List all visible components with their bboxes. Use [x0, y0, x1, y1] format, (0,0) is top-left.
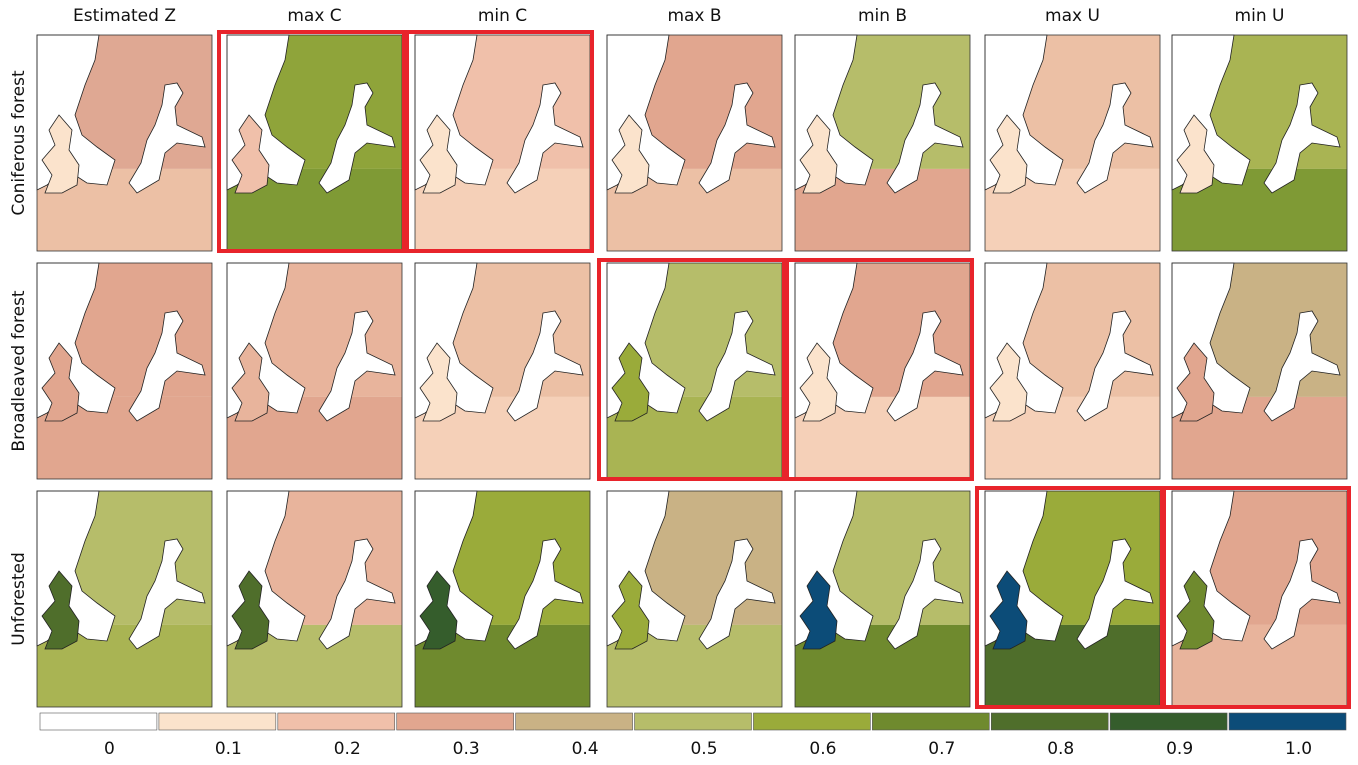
legend-swatch — [278, 713, 395, 730]
column-header: min C — [478, 6, 527, 26]
map-panel — [795, 35, 970, 251]
legend-label: 0.2 — [334, 739, 361, 759]
column-header: max B — [667, 6, 721, 26]
legend-swatch — [991, 713, 1108, 730]
legend-swatch — [1110, 713, 1227, 730]
map-panel — [219, 32, 404, 251]
map-panel — [1164, 488, 1349, 707]
legend-label: 0.3 — [453, 739, 480, 759]
row-label: Coniferous forest — [9, 70, 29, 216]
legend-label: 0.4 — [572, 739, 599, 759]
map-panel — [787, 260, 972, 479]
row-label: Unforested — [9, 552, 29, 645]
map-panel — [985, 263, 1160, 479]
legend-swatch — [1229, 713, 1346, 730]
column-header: max U — [1045, 6, 1100, 26]
map-panel — [599, 260, 784, 479]
map-panel — [795, 491, 970, 707]
row-label: Broadleaved forest — [9, 290, 29, 452]
map-panel — [415, 263, 590, 479]
legend-label: 0.9 — [1166, 739, 1193, 759]
page: Estimated Z max C min C max B min B max U min … — [0, 0, 1358, 765]
legend-swatch — [397, 713, 514, 730]
map-panel — [977, 488, 1162, 707]
legend-label: 0.8 — [1047, 739, 1074, 759]
legend-label: 0 — [104, 739, 115, 759]
figure: Estimated Z max C min C max B min B max U min … — [0, 0, 1358, 765]
legend-swatch — [516, 713, 633, 730]
column-header: min B — [858, 6, 907, 26]
map-panel — [985, 35, 1160, 251]
legend-label: 0.5 — [690, 739, 717, 759]
column-header: max C — [287, 6, 341, 26]
map-panel — [37, 491, 212, 707]
column-header: Estimated Z — [73, 6, 176, 26]
map-panel — [407, 32, 592, 251]
legend-label: 0.6 — [809, 739, 836, 759]
map-panel — [1172, 263, 1347, 479]
legend-swatch — [40, 713, 157, 730]
map-panel — [1172, 35, 1347, 251]
legend-label: 0.1 — [215, 739, 242, 759]
legend-label: 1.0 — [1285, 739, 1312, 759]
map-panel — [227, 491, 402, 707]
map-panel — [607, 491, 782, 707]
legend-label: 0.7 — [928, 739, 955, 759]
legend-swatch — [159, 713, 276, 730]
map-panel — [607, 35, 782, 251]
column-header: min U — [1235, 6, 1285, 26]
map-panel — [415, 491, 590, 707]
map-panel — [37, 263, 212, 479]
legend-swatch — [753, 713, 870, 730]
legend-swatch — [635, 713, 752, 730]
map-panel — [227, 263, 402, 479]
map-panel — [37, 35, 212, 251]
legend-swatch — [872, 713, 989, 730]
